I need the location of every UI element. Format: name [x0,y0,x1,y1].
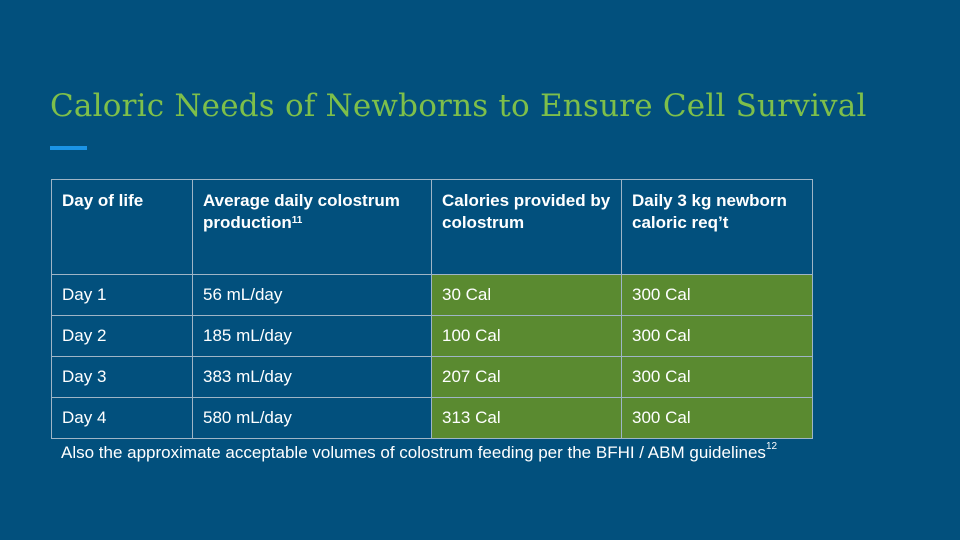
cell-caloric-requirement: 300 Cal [621,356,813,398]
table-row: Day 4 580 mL/day 313 Cal 300 Cal [51,397,813,439]
table-row: Day 2 185 mL/day 100 Cal 300 Cal [51,315,813,357]
table-header-row: Day of life Average daily colostrum prod… [51,179,813,275]
slide-title: Caloric Needs of Newborns to Ensure Cell… [50,88,867,124]
header-cell-calories-provided: Calories provided by colostrum [431,179,622,275]
cell-calories-provided: 313 Cal [431,397,622,439]
header-cell-day-of-life: Day of life [51,179,193,275]
cell-day: Day 4 [51,397,193,439]
cell-calories-provided: 30 Cal [431,274,622,316]
cell-calories-provided: 207 Cal [431,356,622,398]
citation-12: 12 [765,441,778,452]
cell-production: 185 mL/day [192,315,432,357]
cell-production: 580 mL/day [192,397,432,439]
cell-production: 383 mL/day [192,356,432,398]
cell-calories-provided: 100 Cal [431,315,622,357]
header-cell-colostrum-production: Average daily colostrum production11 [192,179,432,275]
footnote: Also the approximate acceptable volumes … [61,441,778,463]
table-row: Day 3 383 mL/day 207 Cal 300 Cal [51,356,813,398]
cell-day: Day 3 [51,356,193,398]
table-row: Day 1 56 mL/day 30 Cal 300 Cal [51,274,813,316]
footnote-text: Also the approximate acceptable volumes … [61,443,766,462]
header-cell-caloric-requirement: Daily 3 kg newborn caloric req’t [621,179,813,275]
cell-day: Day 2 [51,315,193,357]
cell-caloric-requirement: 300 Cal [621,315,813,357]
citation-11: 11 [291,215,303,226]
cell-caloric-requirement: 300 Cal [621,397,813,439]
cell-production: 56 mL/day [192,274,432,316]
cell-caloric-requirement: 300 Cal [621,274,813,316]
colostrum-calorie-table: Day of life Average daily colostrum prod… [51,179,813,439]
cell-day: Day 1 [51,274,193,316]
title-accent-bar [50,146,87,150]
